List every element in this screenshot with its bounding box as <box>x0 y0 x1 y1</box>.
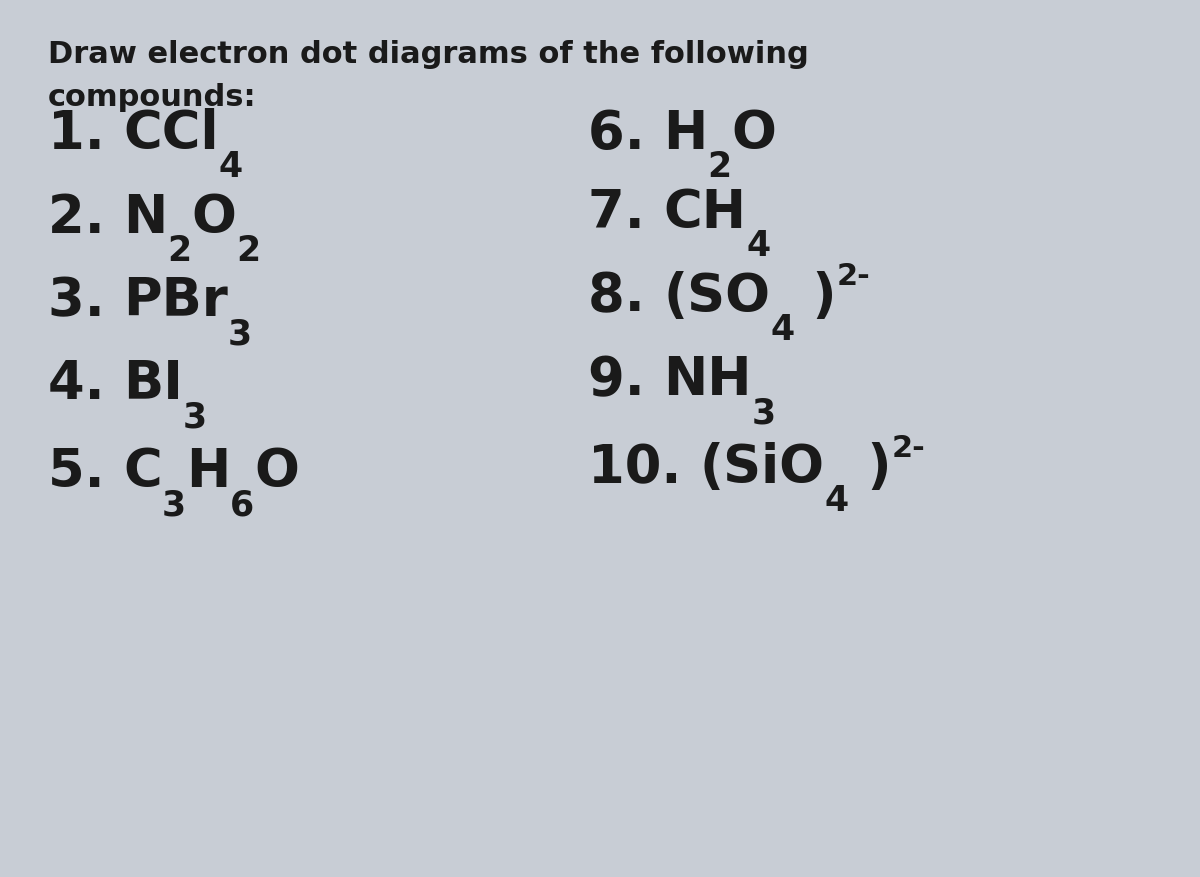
Text: 7.: 7. <box>588 187 664 239</box>
Text: 2.: 2. <box>48 191 124 244</box>
Text: 5.: 5. <box>48 446 124 498</box>
Text: Draw electron dot diagrams of the following: Draw electron dot diagrams of the follow… <box>48 39 809 68</box>
Text: O: O <box>254 446 299 498</box>
Text: 6: 6 <box>230 488 254 522</box>
Text: 9.: 9. <box>588 353 664 406</box>
Text: 2: 2 <box>707 150 732 184</box>
Text: (SO: (SO <box>664 270 770 323</box>
Text: H: H <box>664 108 707 160</box>
Text: ): ) <box>848 441 892 494</box>
Text: PBr: PBr <box>124 275 228 327</box>
Text: 3: 3 <box>751 396 775 430</box>
Text: O: O <box>732 108 776 160</box>
Text: (SiO: (SiO <box>700 441 824 494</box>
Text: 4.: 4. <box>48 358 124 410</box>
Text: C: C <box>122 446 162 498</box>
Text: N: N <box>124 191 167 244</box>
Text: 2-: 2- <box>836 262 870 291</box>
Text: NH: NH <box>664 353 751 406</box>
Text: 3: 3 <box>182 400 208 434</box>
Text: 2: 2 <box>167 233 192 267</box>
Text: H: H <box>186 446 230 498</box>
Text: 4: 4 <box>770 312 794 346</box>
Text: 4: 4 <box>746 229 770 263</box>
Text: BI: BI <box>122 358 182 410</box>
Text: 10.: 10. <box>588 441 700 494</box>
Text: CCl: CCl <box>124 108 218 160</box>
Text: 8.: 8. <box>588 270 664 323</box>
Text: 3: 3 <box>228 317 252 351</box>
Text: 2: 2 <box>236 233 260 267</box>
Text: 3.: 3. <box>48 275 124 327</box>
Text: CH: CH <box>664 187 746 239</box>
Text: 1.: 1. <box>48 108 124 160</box>
Text: 4: 4 <box>218 150 242 184</box>
Text: compounds:: compounds: <box>48 83 257 112</box>
Text: ): ) <box>794 270 836 323</box>
Text: 6.: 6. <box>588 108 664 160</box>
Text: O: O <box>192 191 236 244</box>
Text: 2-: 2- <box>892 433 925 462</box>
Text: 4: 4 <box>824 483 848 517</box>
Text: 3: 3 <box>162 488 186 522</box>
